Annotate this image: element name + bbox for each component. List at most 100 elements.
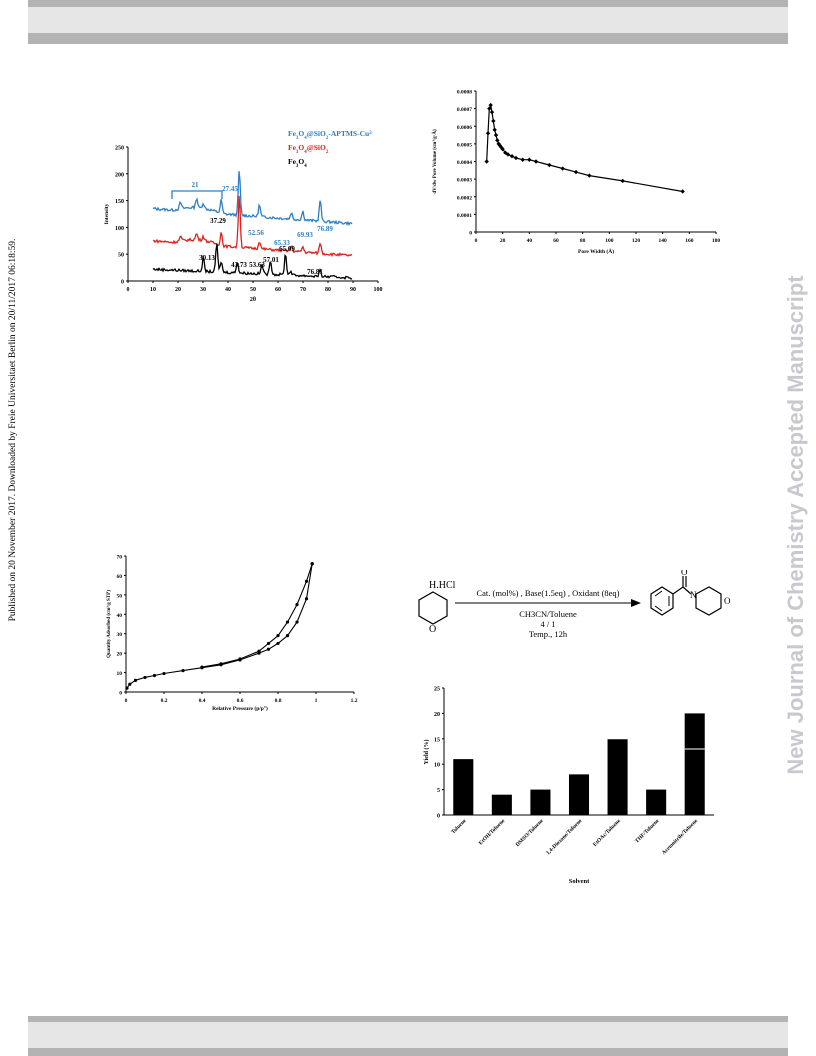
- morpholine-ring: [418, 591, 448, 625]
- product-carbonyl-o: O: [681, 570, 688, 577]
- yield-y-tick-label: 0: [437, 814, 440, 820]
- yield-y-tick-label: 25: [434, 687, 440, 693]
- iso-point: [295, 602, 299, 607]
- iso-point: [181, 669, 185, 673]
- yield-bar: [453, 759, 474, 815]
- yield-y-tick-label: 5: [437, 788, 440, 794]
- iso-y-tick-label: 60: [117, 574, 123, 580]
- iso-y-tick-label: 20: [117, 652, 123, 658]
- pore-point: [485, 131, 491, 136]
- iso-series-line: [201, 563, 313, 668]
- xrd-x-tick-label: 40: [225, 287, 231, 293]
- iso-point: [128, 682, 132, 686]
- pore-x-tick-label: 20: [500, 238, 506, 244]
- xrd-series-line: [152, 195, 353, 258]
- pore-point: [573, 169, 579, 175]
- xrd-peak-label: 53.63: [249, 261, 265, 269]
- yield-bar: [646, 789, 667, 815]
- pore-point: [484, 159, 489, 164]
- iso-point: [266, 641, 271, 646]
- reaction-scheme: H.HCl O Cat. (mol%) , Base(1.5eq) , Oxid…: [418, 570, 731, 639]
- conditions-top: Cat. (mol%) , Base(1.5eq) , Oxidant (8eq…: [476, 588, 619, 598]
- xrd-peak-label: 27.45: [222, 185, 238, 193]
- pore-x-label: Pore Width (Å): [578, 247, 614, 255]
- yield-y-tick-label: 10: [434, 763, 440, 769]
- yield-category-label: EtOH/Toluene: [478, 818, 507, 847]
- pore-point: [495, 138, 500, 143]
- xrd-x-tick-label: 70: [300, 287, 306, 293]
- iso-x-tick-label: 0.4: [199, 698, 206, 704]
- reagent-o-label: O: [429, 624, 436, 635]
- iso-x-label: Relative Pressure (p/p°): [212, 705, 268, 712]
- xrd-x-tick-label: 90: [350, 287, 356, 293]
- pore-point: [492, 127, 497, 132]
- iso-x-tick-label: 1: [315, 698, 318, 704]
- xrd-y-tick-label: 0: [121, 280, 124, 286]
- bottom-footer-bar: [28, 1016, 788, 1056]
- xrd-peak-label: 52.56: [248, 229, 264, 237]
- pore-point: [520, 157, 525, 162]
- pore-point: [527, 157, 532, 162]
- iso-point: [285, 620, 290, 624]
- pore-y-tick-label: 0.0007: [457, 107, 472, 113]
- iso-point: [285, 634, 290, 638]
- yield-category-label: Toluene: [450, 818, 468, 836]
- pore-y-tick-label: 0.0005: [457, 142, 472, 148]
- xrd-series-line: [152, 243, 353, 281]
- product-n-label: N: [690, 590, 697, 600]
- pore-y-tick-label: 0.0003: [457, 178, 472, 184]
- iso-point: [200, 665, 204, 669]
- yield-bar: [684, 713, 705, 815]
- pore-point: [547, 162, 552, 168]
- yield-bar: [607, 738, 628, 815]
- xrd-peak-label: 69.93: [297, 231, 313, 239]
- pore-x-tick-label: 60: [553, 238, 559, 244]
- xrd-peak-label: 30.13: [199, 254, 215, 262]
- iso-point: [162, 671, 166, 676]
- arrow-head: [631, 599, 641, 607]
- yield-category-label: EtOAc/Toluene: [592, 818, 622, 848]
- pore-point: [533, 159, 539, 164]
- iso-y-label: Quantity Adsorbed (cm³/g STP): [106, 590, 112, 658]
- xrd-y-tick-label: 200: [115, 172, 124, 178]
- conditions-solvent: CH3CN/Toluene: [519, 609, 577, 619]
- yield-category-label: DMSO/Toluene: [515, 818, 545, 848]
- iso-point: [276, 634, 280, 638]
- xrd-y-tick-label: 100: [115, 226, 124, 232]
- publication-note: Published on 20 November 2017. Downloade…: [8, 238, 18, 622]
- bottom-footer-inner: [28, 1022, 788, 1048]
- iso-point: [310, 562, 314, 566]
- iso-x-tick-label: 0: [125, 698, 128, 704]
- xrd-legend-entry: Fe3O4@SiO2-APTMS-Cu2: [288, 129, 372, 141]
- iso-point: [266, 647, 271, 651]
- yield-bar: [491, 794, 512, 815]
- xrd-chart: 0 10 20 30 40 50 60 70 80 90 100 0 50 100 150 200 250 2θ I…: [104, 129, 383, 303]
- pore-x-tick-label: 160: [685, 238, 694, 244]
- pore-x-tick-label: 40: [527, 238, 533, 244]
- yield-y-tick-label: 20: [434, 712, 440, 718]
- iso-x-tick-label: 0.8: [275, 698, 282, 704]
- iso-y-tick-label: 10: [117, 671, 123, 677]
- pore-x-tick-label: 100: [605, 238, 614, 244]
- pore-point: [620, 178, 625, 184]
- yield-bar: [568, 774, 590, 815]
- xrd-x-label: 2θ: [250, 297, 256, 303]
- iso-x-tick-label: 1.2: [351, 698, 358, 704]
- conditions-bottom: Temp., 12h: [529, 629, 568, 639]
- pore-point: [587, 173, 592, 178]
- pore-point: [509, 154, 515, 159]
- xrd-x-tick-label: 80: [325, 287, 331, 293]
- xrd-y-tick-label: 150: [115, 199, 124, 205]
- iso-y-tick-label: 0: [119, 691, 122, 697]
- yield-category-label: Acetonitrile/Toluene: [661, 818, 699, 856]
- pore-x-tick-label: 180: [712, 238, 721, 244]
- pore-point: [493, 132, 499, 138]
- pore-point: [489, 109, 495, 115]
- xrd-peak-label: 57.01: [263, 256, 279, 264]
- iso-point: [238, 657, 242, 661]
- xrd-peak-label: 21: [192, 181, 200, 189]
- pore-y-tick-label: 0.0002: [457, 195, 472, 201]
- iso-y-tick-label: 70: [117, 555, 123, 561]
- xrd-x-tick-label: 0: [127, 287, 130, 293]
- xrd-peak-label: 43.73: [231, 261, 247, 269]
